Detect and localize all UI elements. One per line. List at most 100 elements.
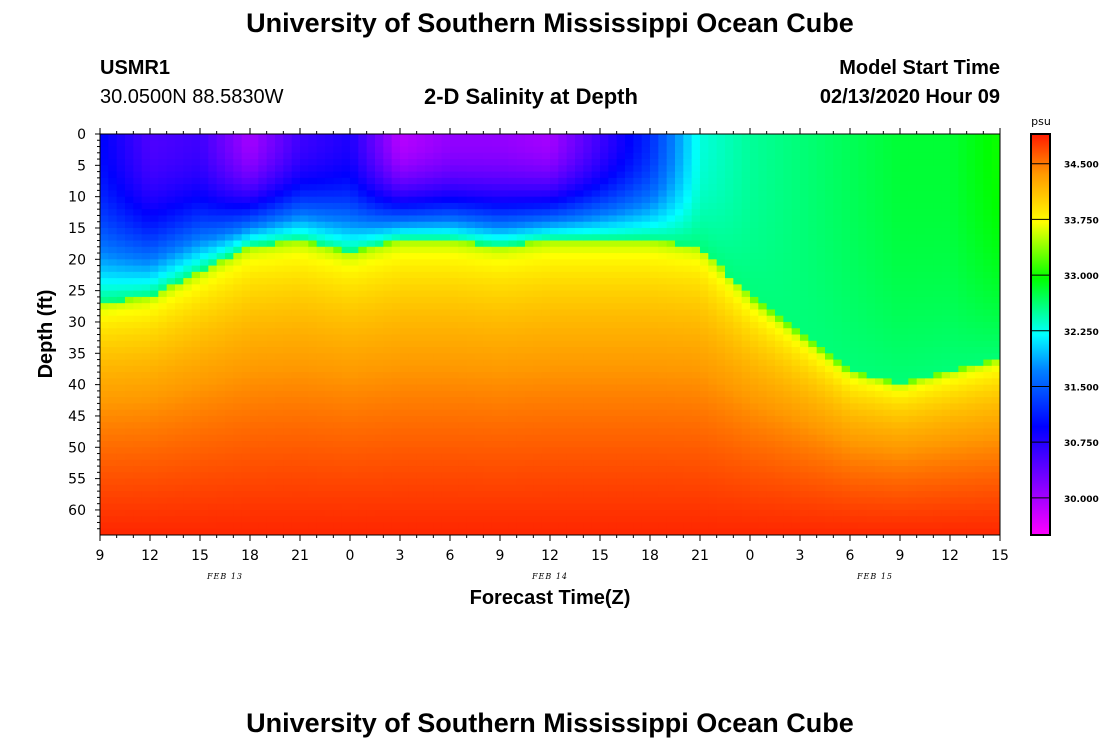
heatmap-cell (441, 365, 451, 373)
heatmap-cell (516, 171, 526, 179)
heatmap-cell (666, 340, 676, 348)
heatmap-cell (658, 140, 668, 148)
heatmap-cell (683, 171, 693, 179)
heatmap-cell (225, 134, 234, 141)
heatmap-cell (708, 528, 718, 535)
heatmap-cell (400, 334, 409, 342)
heatmap-cell (675, 447, 684, 455)
heatmap-cell (325, 171, 334, 179)
heatmap-cell (441, 309, 451, 317)
heatmap-cell (158, 240, 168, 248)
heatmap-cell (200, 522, 209, 530)
heatmap-cell (125, 152, 134, 160)
heatmap-cell (650, 184, 659, 191)
heatmap-cell (450, 497, 459, 505)
heatmap-cell (283, 152, 293, 160)
heatmap-cell (275, 152, 284, 160)
heatmap-cell (133, 384, 143, 392)
heatmap-cell (400, 290, 409, 298)
heatmap-cell (525, 215, 534, 223)
heatmap-cell (425, 397, 434, 405)
heatmap-cell (516, 271, 526, 279)
heatmap-cell (508, 309, 518, 317)
heatmap-cell (575, 227, 584, 235)
heatmap-cell (108, 428, 118, 436)
heatmap-cell (308, 441, 318, 448)
heatmap-cell (600, 290, 609, 298)
heatmap-cell (350, 159, 359, 166)
heatmap-cell (583, 441, 593, 448)
heatmap-cell (558, 466, 568, 473)
heatmap-cell (641, 484, 651, 492)
heatmap-cell (466, 215, 476, 223)
heatmap-cell (583, 353, 593, 361)
heatmap-cell (266, 296, 276, 304)
heatmap-cell (508, 215, 518, 223)
heatmap-cell (316, 397, 326, 405)
heatmap-cell (266, 190, 276, 198)
heatmap-cell (375, 196, 384, 204)
heatmap-cell (525, 184, 534, 191)
heatmap-cell (283, 259, 293, 267)
heatmap-cell (375, 422, 384, 430)
heatmap-cell (683, 146, 693, 154)
heatmap-cell (566, 303, 576, 311)
heatmap-cell (116, 234, 126, 242)
heatmap-cell (700, 284, 709, 292)
heatmap-cell (516, 315, 526, 323)
heatmap-cell (208, 384, 218, 392)
heatmap-cell (300, 227, 309, 235)
heatmap-cell (691, 340, 701, 348)
heatmap-cell (258, 466, 268, 473)
heatmap-cell (491, 134, 501, 141)
heatmap-cell (200, 234, 209, 242)
heatmap-cell (600, 491, 609, 499)
heatmap-cell (675, 278, 684, 285)
heatmap-cell (533, 246, 543, 254)
heatmap-cell (383, 484, 393, 492)
heatmap-cell (225, 384, 234, 392)
heatmap-cell (250, 353, 259, 361)
heatmap-cell (550, 403, 559, 411)
heatmap-cell (516, 340, 526, 348)
heatmap-cell (116, 165, 126, 173)
heatmap-cell (483, 403, 493, 411)
heatmap-cell (408, 447, 418, 455)
heatmap-cell (583, 184, 593, 191)
heatmap-cell (233, 378, 243, 386)
heatmap-cell (425, 227, 434, 235)
heatmap-cell (166, 415, 176, 423)
heatmap-cell (508, 159, 518, 166)
heatmap-cell (625, 234, 634, 242)
heatmap-cell (475, 227, 484, 235)
heatmap-cell (375, 472, 384, 480)
heatmap-cell (425, 522, 434, 530)
heatmap-cell (183, 271, 193, 279)
heatmap-cell (675, 491, 684, 499)
heatmap-cell (608, 234, 618, 242)
heatmap-cell (133, 140, 143, 148)
heatmap-cell (508, 340, 518, 348)
heatmap-cell (583, 472, 593, 480)
heatmap-cell (325, 434, 334, 442)
heatmap-cell (275, 271, 284, 279)
heatmap-cell (683, 516, 693, 524)
heatmap-cell (308, 415, 318, 423)
heatmap-cell (208, 397, 218, 405)
heatmap-cell (200, 397, 209, 405)
heatmap-cell (591, 215, 601, 223)
heatmap-cell (175, 466, 184, 473)
heatmap-cell (375, 159, 384, 166)
heatmap-cell (141, 409, 151, 417)
heatmap-cell (541, 278, 551, 285)
heatmap-cell (691, 190, 701, 198)
heatmap-cell (150, 303, 159, 311)
heatmap-cell (483, 434, 493, 442)
heatmap-cell (133, 152, 143, 160)
heatmap-cell (541, 171, 551, 179)
heatmap-cell (108, 484, 118, 492)
heatmap-cell (166, 353, 176, 361)
heatmap-cell (550, 497, 559, 505)
heatmap-cell (458, 171, 468, 179)
heatmap-cell (683, 384, 693, 392)
